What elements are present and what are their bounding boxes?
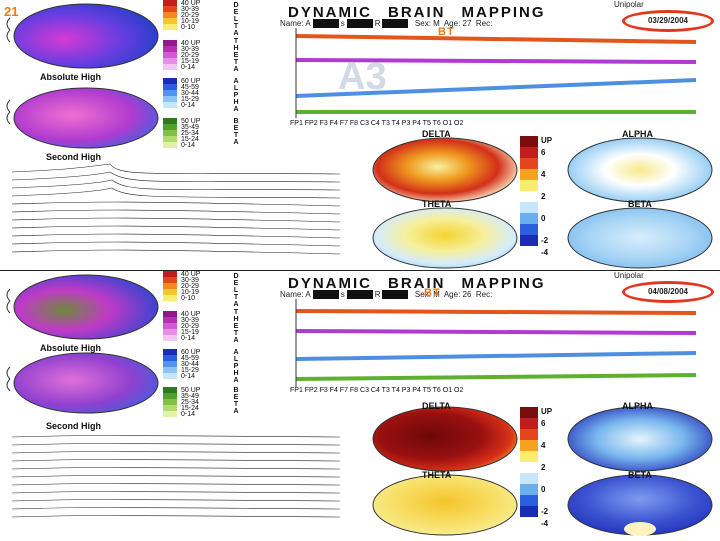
second-high-label: Second High	[46, 152, 102, 162]
alpha-map	[567, 406, 713, 472]
theta-legend: 40 UP 30-39 20-29 15-19 0-14	[163, 40, 223, 71]
scale-tick: 0	[541, 214, 546, 223]
page-title: DYNAMIC BRAIN MAPPING	[288, 4, 546, 21]
theta-map-label: THETA	[422, 199, 452, 209]
second-high-head	[6, 352, 159, 414]
alpha-map	[567, 137, 713, 203]
scale-tick: 4	[541, 441, 546, 450]
theta-map-label: THETA	[422, 470, 452, 480]
theta-legend: 40 UP 30-39 20-29 15-19 0-14	[163, 311, 223, 342]
alpha-band-name: A L P H A	[233, 349, 239, 384]
beta-legend: 50 UP 35-49 25-34 15-24 0-14	[163, 387, 223, 418]
theta-band-name: T H E T A	[233, 38, 239, 73]
channel-axis: FP1 FP2 F3 F4 F7 F8 C3 C4 T3 T4 P3 P4 T5…	[290, 387, 464, 394]
delta-map-label: DELTA	[422, 129, 451, 139]
alpha-legend: 60 UP 45-59 30-44 15-29 0-14	[163, 78, 223, 109]
delta-legend: 40 UP 30-39 20-29 10-19 0-10	[163, 0, 223, 31]
beta-band-name: B E T A	[233, 387, 239, 415]
beta-band-name: B E T A	[233, 118, 239, 146]
unipolar-label: Unipolar	[614, 0, 644, 9]
delta-band-name: D E L T A	[233, 2, 239, 37]
scale-up: UP	[541, 407, 553, 416]
top-graphics	[6, 3, 713, 269]
recording-date: 04/08/2004	[622, 281, 714, 303]
scale-tick: 6	[541, 419, 546, 428]
color-scale	[520, 136, 538, 246]
beta-legend: 50 UP 35-49 25-34 15-24 0-14	[163, 118, 223, 149]
scale-tick: 2	[541, 192, 546, 201]
alpha-legend: 60 UP 45-59 30-44 15-29 0-14	[163, 349, 223, 380]
watermark: A3	[338, 56, 387, 98]
unipolar-label: Unipolar	[614, 271, 644, 280]
delta-legend: 40 UP 30-39 20-29 10-19 0-10	[163, 271, 223, 302]
delta-map	[372, 137, 518, 203]
bt-marker: BT	[424, 287, 441, 299]
scale-tick: -2	[541, 236, 549, 245]
beta-map-label: BETA	[628, 199, 652, 209]
trend-lines	[295, 299, 697, 387]
scale-tick: 4	[541, 170, 546, 179]
spectra-traces	[11, 435, 341, 518]
scale-tick: 6	[541, 148, 546, 157]
recording-date: 03/29/2004	[622, 10, 714, 32]
bottom-graphics	[6, 274, 713, 536]
scale-tick: -2	[541, 507, 549, 516]
color-scale	[520, 407, 538, 517]
bottom-brain-map-panel: Absolute High Second High 40 UP 30-39 20…	[0, 270, 720, 541]
top-brain-map-panel: 21	[0, 0, 720, 270]
beta-map	[567, 474, 713, 536]
trend-lines	[295, 28, 697, 118]
theta-map	[372, 207, 518, 269]
alpha-map-label: ALPHA	[622, 401, 653, 411]
second-high-label: Second High	[46, 421, 102, 431]
delta-map-label: DELTA	[422, 401, 451, 411]
scale-tick: -4	[541, 248, 549, 257]
theta-map	[372, 474, 518, 536]
theta-band-name: T H E T A	[233, 309, 239, 344]
alpha-band-name: A L P H A	[233, 78, 239, 113]
absolute-high-head	[6, 274, 159, 340]
scale-up: UP	[541, 136, 553, 145]
second-high-head	[6, 87, 159, 149]
scale-tick: -4	[541, 519, 549, 528]
slide-number: 21	[4, 4, 19, 19]
scale-tick: 2	[541, 463, 546, 472]
absolute-high-label: Absolute High	[40, 72, 101, 82]
channel-axis: FP1 FP2 F3 F4 F7 F8 C3 C4 T3 T4 P3 P4 T5…	[290, 120, 464, 127]
delta-band-name: D E L T A	[233, 273, 239, 308]
delta-map	[372, 406, 518, 472]
absolute-high-label: Absolute High	[40, 343, 101, 353]
alpha-map-label: ALPHA	[622, 129, 653, 139]
scale-tick: 0	[541, 485, 546, 494]
page-title: DYNAMIC BRAIN MAPPING	[288, 275, 546, 292]
bt-marker: BT	[438, 26, 455, 38]
spectra-traces	[11, 163, 341, 255]
absolute-high-head	[6, 3, 159, 69]
beta-map-label: BETA	[628, 470, 652, 480]
beta-map	[567, 207, 713, 269]
